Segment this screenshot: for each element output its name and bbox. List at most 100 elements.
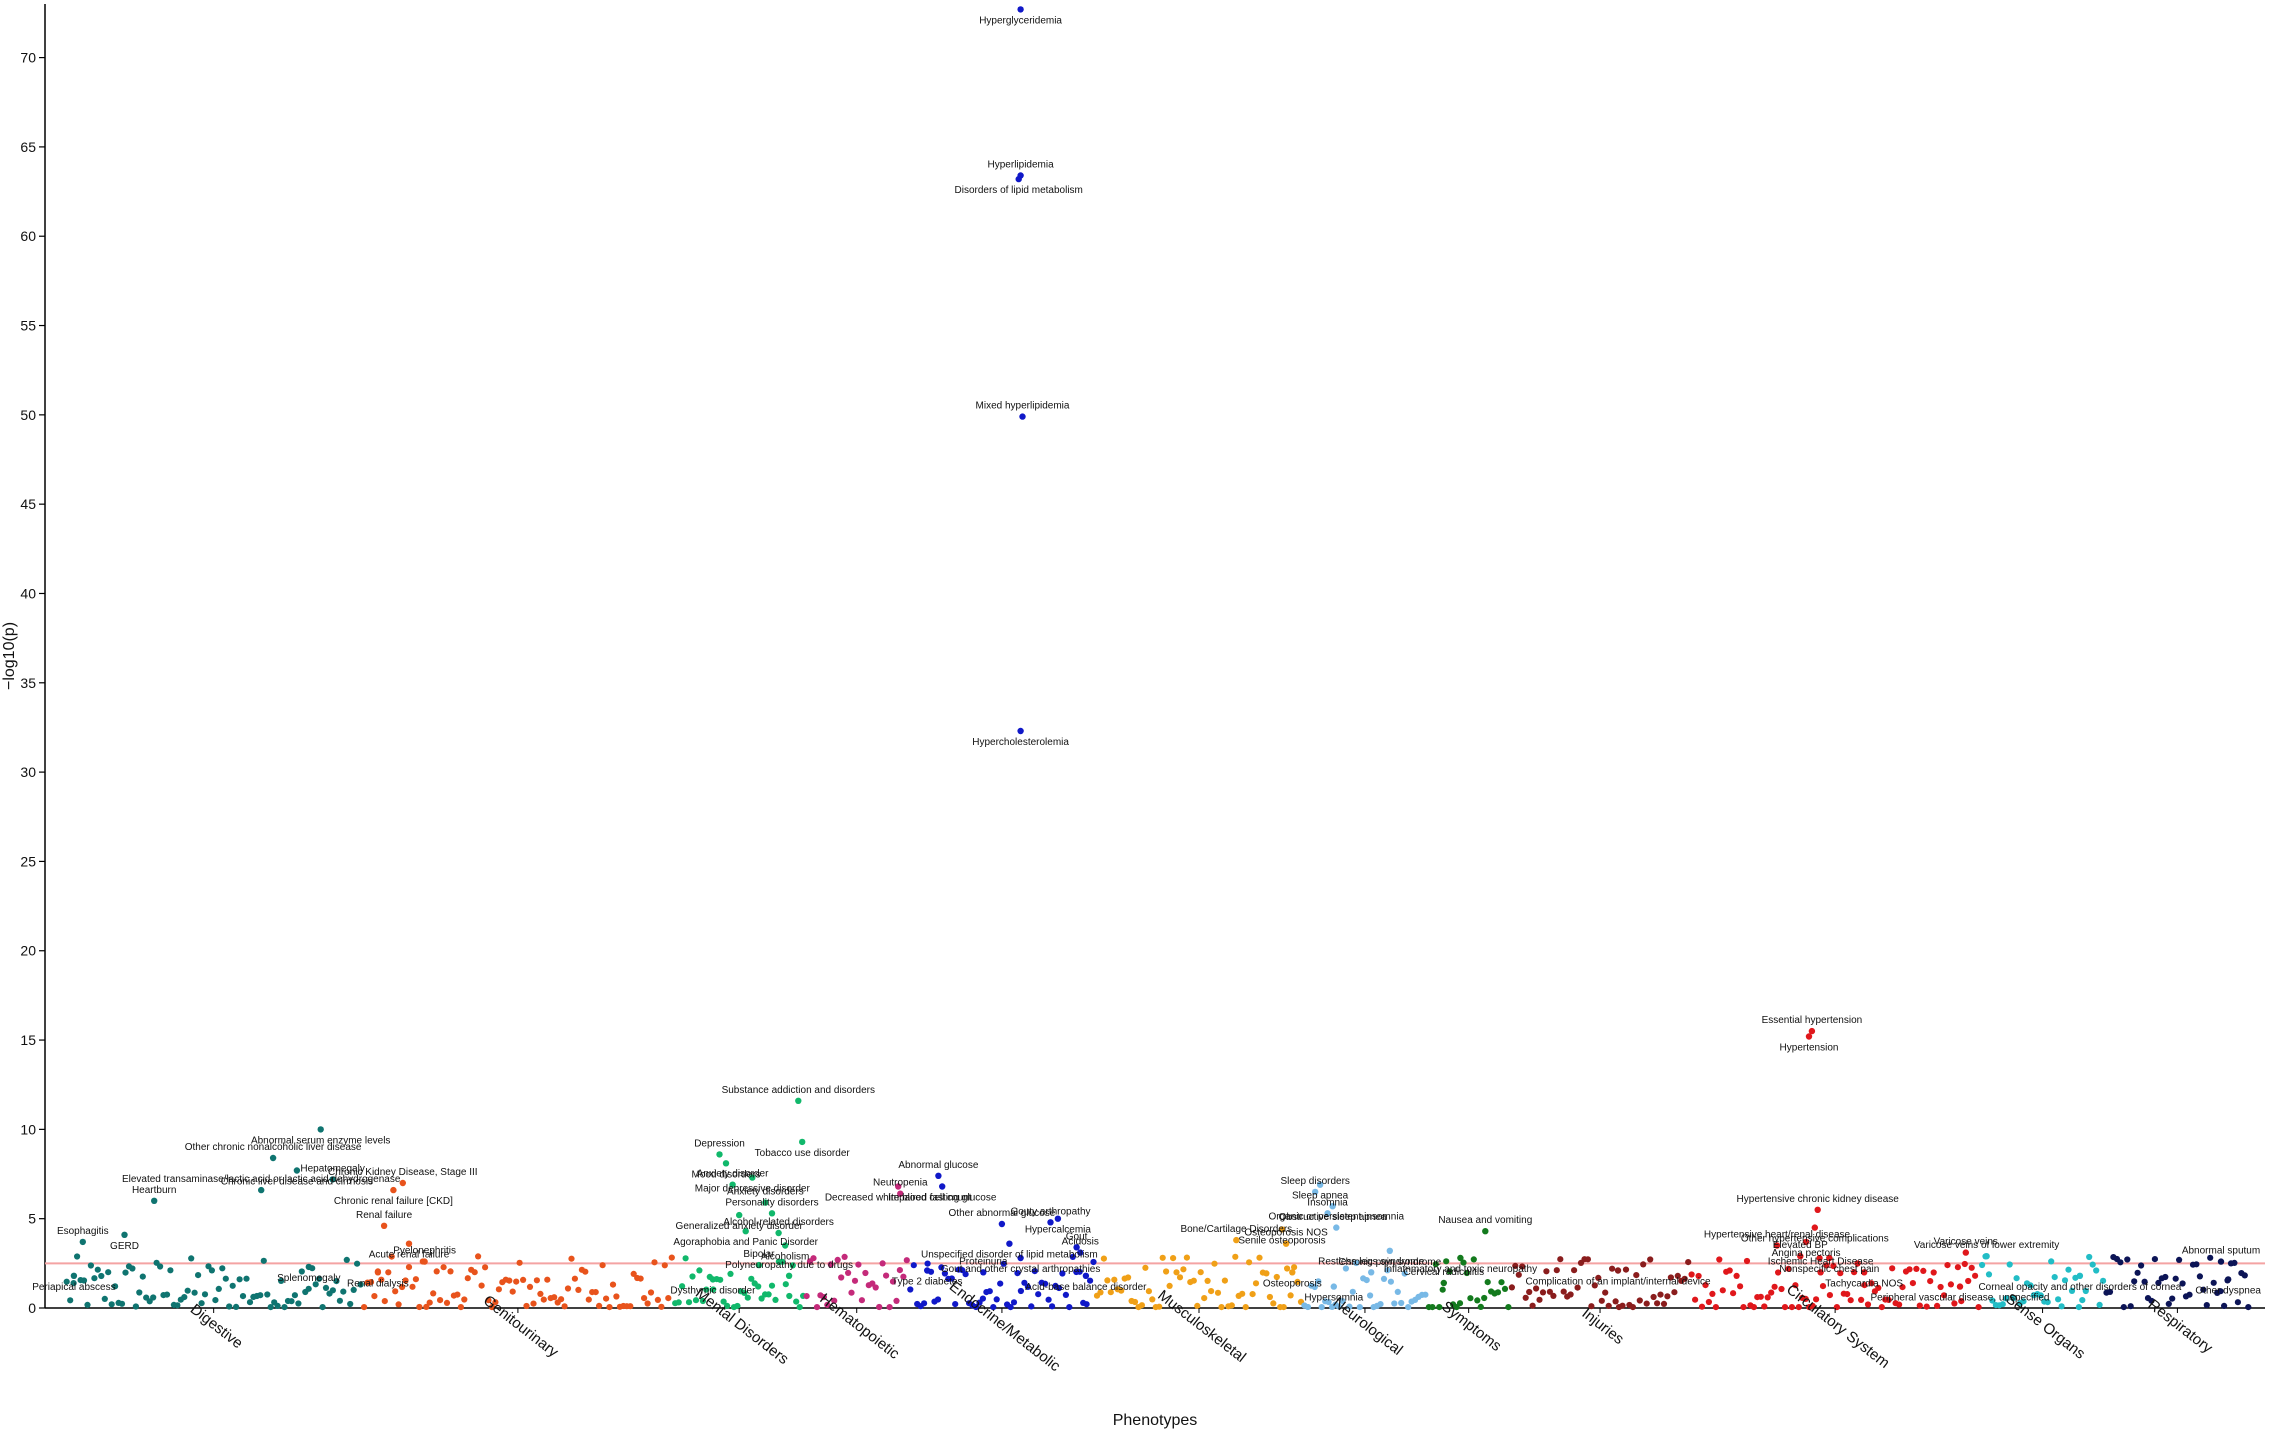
data-point <box>793 1298 800 1305</box>
data-point <box>1287 1292 1294 1299</box>
data-point <box>1031 1268 1038 1275</box>
data-point <box>1242 1304 1249 1311</box>
data-point <box>1291 1264 1298 1271</box>
data-point <box>1654 1300 1661 1307</box>
data-point <box>174 1302 181 1309</box>
data-point <box>803 1293 810 1300</box>
point-label: Hepatomegaly <box>300 1163 364 1174</box>
data-point <box>108 1301 115 1308</box>
data-point <box>1100 1255 1107 1262</box>
data-point <box>986 1288 993 1295</box>
data-point <box>530 1300 537 1307</box>
data-point <box>457 1304 464 1311</box>
labeled-data-point <box>795 1097 802 1105</box>
data-point <box>1221 1277 1228 1284</box>
data-point <box>257 1292 264 1299</box>
point-label: Hypersomnia <box>1304 1293 1363 1304</box>
data-point <box>1712 1304 1719 1311</box>
data-point <box>613 1293 620 1300</box>
data-point <box>1985 1271 1993 1278</box>
data-point <box>74 1253 81 1260</box>
labeled-data-point <box>935 1172 942 1180</box>
point-label: Other abnormal glucose <box>949 1208 1056 1219</box>
data-point <box>136 1289 143 1296</box>
data-point <box>67 1297 74 1304</box>
data-point <box>367 1279 375 1286</box>
data-point <box>641 1295 648 1302</box>
data-point <box>516 1259 523 1266</box>
point-label: Bipolar <box>743 1249 775 1260</box>
data-point <box>1989 1297 1996 1304</box>
data-point <box>1239 1290 1246 1297</box>
data-point <box>768 1282 776 1289</box>
data-point <box>630 1270 637 1277</box>
labeled-data-point <box>151 1197 158 1205</box>
data-point <box>1550 1292 1557 1299</box>
data-point <box>1501 1285 1509 1292</box>
data-point <box>599 1262 606 1269</box>
data-point <box>1968 1264 1975 1271</box>
data-point <box>1934 1302 1941 1309</box>
data-point <box>551 1294 558 1301</box>
data-point <box>886 1304 893 1311</box>
data-point <box>2134 1269 2141 1276</box>
data-point <box>1405 1304 1412 1311</box>
data-point <box>482 1264 489 1271</box>
data-point <box>1024 1283 1031 1290</box>
data-point <box>1515 1271 1522 1278</box>
point-label: Complication of an implant/internal devi… <box>1525 1277 1711 1288</box>
data-point <box>1702 1282 1709 1289</box>
data-point <box>2241 1272 2248 1279</box>
point-label: Varicose veins of lower extremity <box>1914 1240 2059 1251</box>
point-label: Bone/Cartilage Disorders <box>1180 1224 1292 1235</box>
data-point <box>1270 1300 1277 1307</box>
data-point <box>492 1299 499 1306</box>
data-point <box>1844 1291 1851 1298</box>
data-point <box>1574 1284 1581 1291</box>
labeled-data-point <box>729 1181 736 1188</box>
data-point <box>264 1291 271 1298</box>
data-point <box>1294 1278 1301 1285</box>
data-point <box>1353 1259 1360 1267</box>
data-point <box>934 1296 942 1303</box>
data-point <box>1138 1302 1145 1309</box>
labeled-data-point <box>421 1258 428 1265</box>
data-point <box>1508 1284 1515 1291</box>
data-point <box>1142 1264 1149 1271</box>
data-point <box>903 1257 910 1264</box>
data-point <box>226 1303 233 1310</box>
data-point <box>464 1275 471 1282</box>
data-point <box>1688 1271 1695 1278</box>
data-point <box>1823 1262 1830 1269</box>
labeled-data-point <box>1330 1283 1338 1290</box>
data-point <box>921 1300 928 1307</box>
data-point <box>1643 1300 1650 1307</box>
point-label: Other hypertensive complications <box>1741 1234 1889 1245</box>
data-point <box>765 1291 772 1298</box>
labeled-data-point <box>399 1179 406 1187</box>
data-point <box>80 1277 88 1284</box>
data-point <box>471 1269 478 1276</box>
labeled-data-point <box>1962 1249 1970 1256</box>
data-point <box>748 1275 755 1282</box>
data-point <box>1263 1270 1270 1277</box>
data-point <box>1021 1279 1028 1286</box>
labeled-data-point <box>1956 1283 1964 1290</box>
data-point <box>1474 1297 1481 1304</box>
data-point <box>941 1270 949 1277</box>
data-point <box>526 1283 534 1290</box>
data-point <box>1280 1304 1287 1311</box>
data-point <box>606 1304 613 1311</box>
point-label: Senile osteoporosis <box>1238 1235 1325 1246</box>
data-point <box>1090 1258 1097 1266</box>
data-point <box>727 1270 734 1277</box>
y-tick-label: 15 <box>20 1032 36 1048</box>
y-tick-label: 20 <box>20 943 36 959</box>
data-point <box>1208 1288 1215 1295</box>
data-point <box>1909 1280 1916 1287</box>
data-point <box>1087 1277 1094 1284</box>
data-point <box>820 1294 828 1301</box>
data-point <box>1107 1289 1114 1296</box>
point-label: Pyelonephritis <box>393 1246 456 1257</box>
data-point <box>2165 1300 2172 1307</box>
